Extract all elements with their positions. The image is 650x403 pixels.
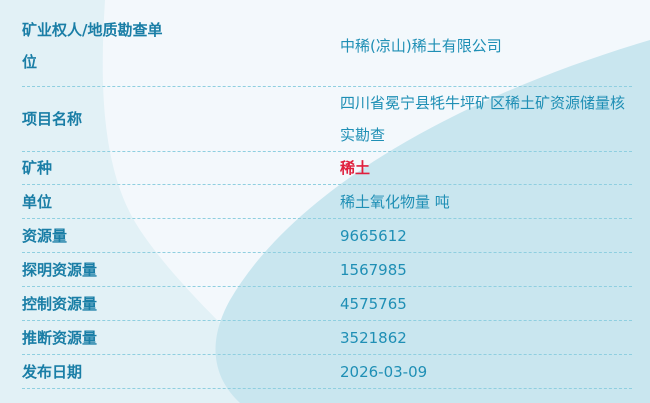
row-label: 推断资源量 (22, 328, 98, 347)
row-label: 矿种 (22, 159, 53, 177)
row-label: 项目名称 (22, 110, 83, 128)
row-label: 矿业权人/地质勘查单位 (22, 21, 163, 71)
row-label: 发布日期 (22, 362, 83, 381)
row-value-mineral: 稀土 (340, 159, 371, 177)
row-value: 稀土氧化物量 吨 (340, 192, 450, 211)
row-label: 探明资源量 (22, 260, 98, 279)
table-row: 资源量 9665612 (22, 219, 632, 253)
table-row: 推断资源量 3521862 (22, 321, 632, 355)
row-value: 4575765 (340, 294, 407, 313)
info-table: 矿业权人/地质勘查单位 中稀(凉山)稀土有限公司 项目名称 四川省冕宁县牦牛坪矿… (22, 6, 632, 389)
table-row: 矿业权人/地质勘查单位 中稀(凉山)稀土有限公司 (22, 6, 632, 87)
table-row: 矿种 稀土 (22, 152, 632, 185)
table-row: 控制资源量 4575765 (22, 287, 632, 321)
row-value: 3521862 (340, 328, 407, 347)
table-row: 探明资源量 1567985 (22, 253, 632, 287)
row-value: 9665612 (340, 226, 407, 245)
row-label: 资源量 (22, 226, 68, 245)
table-row: 发布日期 2026-03-09 (22, 355, 632, 389)
row-value: 四川省冕宁县牦牛坪矿区稀土矿资源储量核实勘查 (340, 94, 626, 144)
row-label: 单位 (22, 192, 53, 211)
row-value: 中稀(凉山)稀土有限公司 (340, 37, 502, 55)
table-row: 单位 稀土氧化物量 吨 (22, 185, 632, 219)
row-value: 2026-03-09 (340, 362, 428, 381)
table-row: 项目名称 四川省冕宁县牦牛坪矿区稀土矿资源储量核实勘查 (22, 87, 632, 152)
row-value: 1567985 (340, 260, 407, 279)
row-label: 控制资源量 (22, 294, 98, 313)
